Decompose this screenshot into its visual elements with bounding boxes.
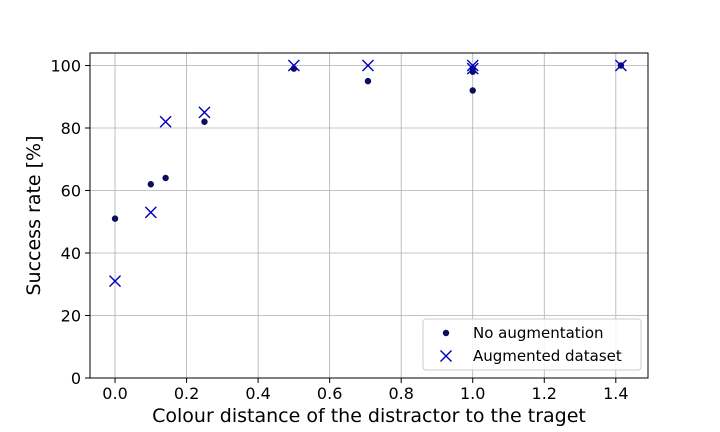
- no-augmentation-point: [201, 118, 208, 125]
- augmented-dataset-point: [466, 62, 479, 75]
- legend-label: No augmentation: [473, 324, 604, 342]
- x-tick-label: 1.2: [532, 384, 557, 403]
- x-tick-label: 1.4: [603, 384, 628, 403]
- augmented-dataset-point: [109, 275, 122, 288]
- legend-box: [422, 318, 642, 371]
- grid-lines: [90, 53, 648, 379]
- y-tick-label: 20: [61, 307, 81, 326]
- legend-marker-augmented-dataset: [440, 350, 452, 362]
- x-axis-label: Colour distance of the distractor to the…: [152, 405, 586, 427]
- x-tick-label: 0.6: [317, 384, 342, 403]
- y-tick-label: 40: [61, 244, 81, 263]
- x-tick-label: 1.0: [460, 384, 485, 403]
- y-tick-label: 60: [61, 182, 81, 201]
- no-augmentation-point: [111, 215, 119, 222]
- y-axis-label: Success rate [%]: [23, 135, 45, 295]
- augmented-dataset-point: [198, 106, 211, 119]
- augmented-dataset-point: [144, 206, 157, 219]
- augmented-dataset-point: [287, 59, 300, 72]
- augmented-dataset-point: [614, 59, 627, 72]
- x-tick-label: 0.2: [174, 384, 199, 403]
- y-tick-label: 80: [61, 119, 81, 138]
- no-augmentation-point: [469, 87, 476, 94]
- y-tick-label: 100: [50, 57, 81, 76]
- augmented-dataset-point: [466, 59, 479, 72]
- augmented-dataset-point: [159, 115, 172, 128]
- no-augmentation-point: [147, 181, 155, 188]
- plot-frame: [89, 52, 649, 379]
- y-tick-label: 0: [71, 369, 81, 388]
- legend-marker-no-augmentation: [442, 329, 450, 337]
- legend: No augmentation Augmented dataset: [422, 318, 642, 371]
- no-augmentation-point: [364, 77, 372, 85]
- axis-ticks: 0.0 0.2 0.4 0.6 0.8 1.0 1.2 1.4 0 20 40 60 80 100: [50, 57, 628, 404]
- data-points: [109, 59, 627, 288]
- augmented-dataset-point: [361, 59, 374, 72]
- x-tick-label: 0.0: [102, 384, 127, 403]
- x-tick-label: 0.8: [388, 384, 413, 403]
- legend-label: Augmented dataset: [473, 347, 622, 365]
- x-tick-label: 0.4: [245, 384, 270, 403]
- no-augmentation-point: [162, 174, 169, 182]
